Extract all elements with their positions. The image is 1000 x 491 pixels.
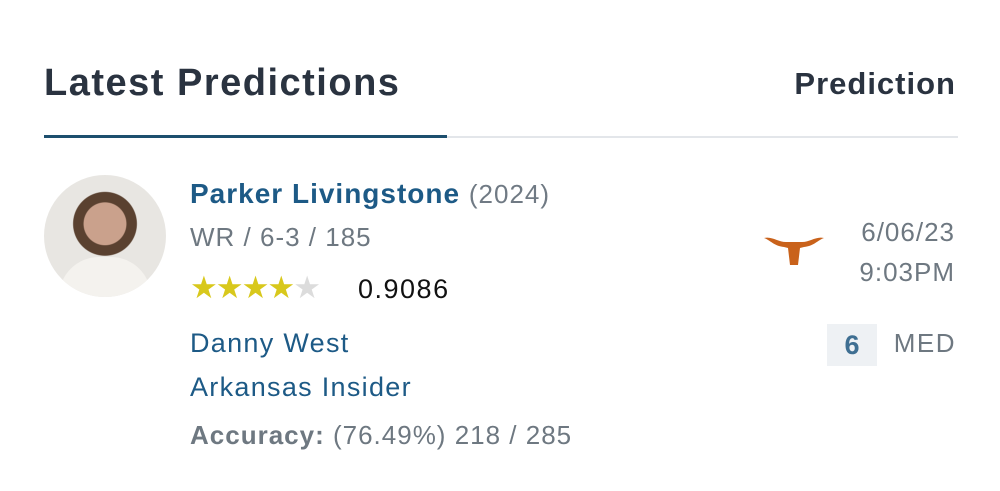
prediction-column-header: Prediction <box>794 66 956 101</box>
predictor-name-link[interactable]: Danny West <box>190 328 350 358</box>
prediction-time: 9:03PM <box>859 257 955 287</box>
player-name-link[interactable]: Parker Livingstone (2024) <box>190 178 550 210</box>
player-avatar[interactable] <box>44 175 166 297</box>
star-filled-icon: ★ <box>241 270 270 305</box>
player-rating: 0.9086 <box>358 274 450 304</box>
confidence-label: MED <box>893 328 956 358</box>
section-title: Latest Predictions <box>44 62 401 104</box>
player-name[interactable]: Parker Livingstone <box>190 178 461 209</box>
texas-longhorn-icon[interactable] <box>764 232 824 268</box>
accuracy-label: Accuracy: <box>190 420 325 450</box>
star-empty-icon: ★ <box>293 270 321 305</box>
star-filled-icon: ★ <box>190 270 218 305</box>
active-tab-underline <box>44 135 447 138</box>
star-rating: ★★★★★ <box>190 270 321 305</box>
star-filled-icon: ★ <box>267 270 295 305</box>
class-year: (2024) <box>468 179 551 209</box>
predictor-accuracy: Accuracy: (76.49%) 218 / 285 <box>190 420 572 451</box>
prediction-date: 6/06/23 <box>861 217 955 247</box>
prediction-timestamp: 6/06/23 9:03PM <box>859 212 955 292</box>
divider <box>44 136 958 138</box>
predictor-outlet-link[interactable]: Arkansas Insider <box>190 372 412 402</box>
accuracy-value: (76.49%) 218 / 285 <box>332 420 573 450</box>
player-meta: WR / 6-3 / 185 <box>190 222 372 252</box>
star-filled-icon: ★ <box>215 270 244 305</box>
confidence-badge: 6 <box>827 324 877 366</box>
